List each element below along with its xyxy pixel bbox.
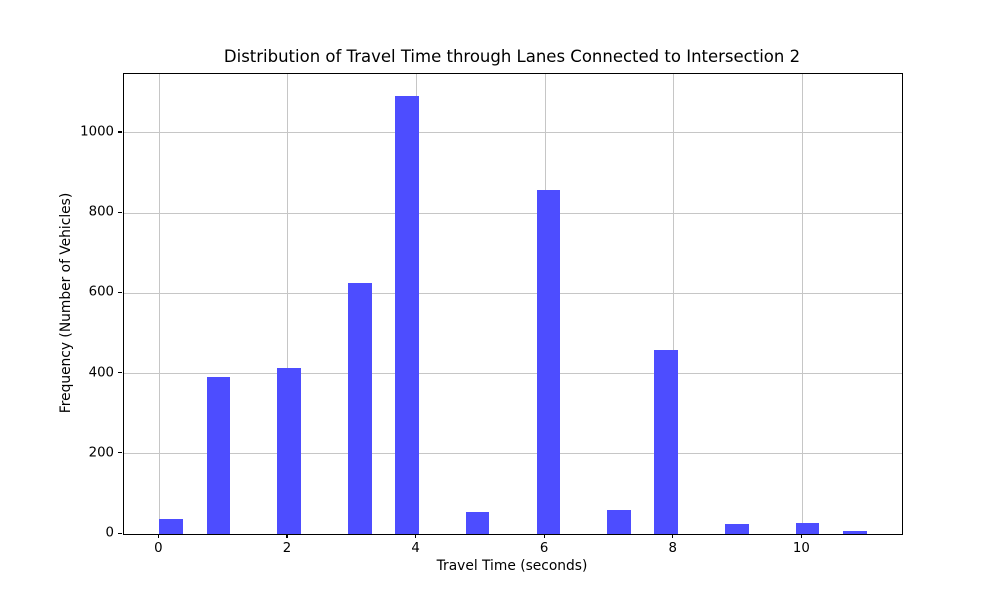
y-tick-mark-1000 (118, 131, 122, 133)
x-axis-label: Travel Time (seconds) (436, 558, 588, 574)
histogram-bar-0 (159, 518, 183, 534)
histogram-bar-9 (725, 523, 749, 534)
gridline-y-800 (124, 212, 902, 214)
histogram-bar-10 (795, 522, 820, 534)
x-tick-mark-0 (157, 534, 160, 538)
gridline-x-8 (673, 74, 675, 534)
histogram-bar-3 (347, 283, 372, 534)
x-tick-mark-8 (672, 534, 674, 538)
x-tick-mark-10 (800, 534, 803, 538)
x-tick-label-4: 4 (411, 541, 420, 556)
y-tick-mark-800 (118, 211, 122, 213)
x-tick-mark-4 (415, 534, 417, 538)
histogram-bar-1 (206, 377, 231, 534)
gridline-y-600 (124, 292, 902, 294)
x-tick-label-6: 6 (539, 541, 549, 556)
y-tick-mark-0 (118, 532, 122, 534)
gridline-x-10 (801, 74, 803, 534)
y-tick-label-200: 200 (88, 445, 114, 461)
histogram-bar-6 (536, 189, 561, 534)
chart-title: Distribution of Travel Time through Lane… (223, 47, 801, 66)
histogram-bar-8 (654, 350, 679, 534)
plot-area (123, 73, 903, 535)
y-tick-label-400: 400 (88, 365, 114, 381)
gridline-y-200 (124, 453, 902, 455)
y-axis-label: Frequency (Number of Vehicles) (58, 192, 74, 414)
gridline-y-1000 (124, 132, 902, 134)
y-tick-label-800: 800 (88, 204, 114, 220)
histogram-bar-11 (843, 530, 867, 534)
gridline-y-400 (124, 373, 902, 375)
y-tick-mark-400 (118, 372, 122, 374)
histogram-bar-4 (395, 95, 419, 534)
y-tick-mark-200 (118, 452, 122, 454)
x-tick-label-10: 10 (792, 541, 810, 556)
y-tick-mark-600 (118, 291, 122, 294)
x-tick-label-0: 0 (154, 541, 163, 556)
gridline-x-2 (287, 74, 289, 534)
y-tick-label-0: 0 (105, 525, 114, 541)
histogram-bar-7 (607, 509, 631, 534)
x-tick-mark-6 (543, 534, 545, 538)
x-tick-label-2: 2 (282, 541, 292, 556)
x-tick-mark-2 (286, 534, 288, 538)
gridline-x-0 (158, 74, 160, 534)
y-tick-label-1000: 1000 (80, 124, 114, 140)
y-tick-label-600: 600 (88, 284, 114, 300)
histogram-bar-5 (465, 511, 490, 534)
histogram-bar-2 (277, 367, 301, 534)
x-tick-label-8: 8 (668, 541, 677, 556)
